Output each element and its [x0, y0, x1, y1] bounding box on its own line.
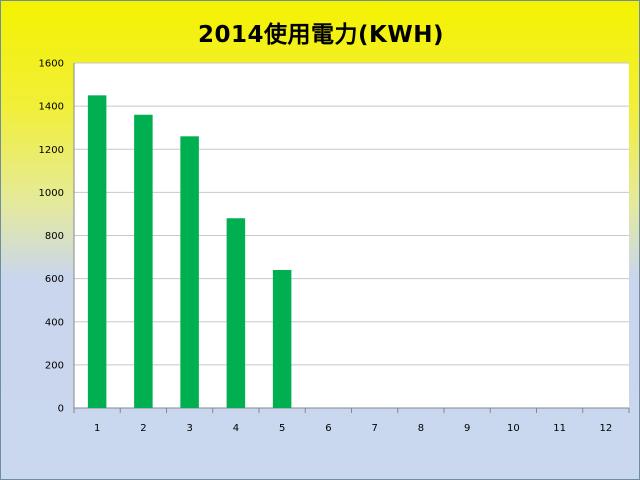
y-tick-label: 0 [58, 404, 64, 415]
x-tick-label: 12 [600, 423, 613, 434]
x-tick-label: 1 [94, 423, 100, 434]
chart-title: 2014使用電力(KWH) [198, 22, 444, 48]
bar-3 [180, 136, 199, 408]
x-tick-label: 6 [325, 423, 331, 434]
y-tick-label: 200 [45, 360, 64, 371]
bar-5 [272, 270, 292, 408]
x-tick-label: 8 [418, 423, 424, 434]
x-tick-label: 3 [186, 423, 192, 434]
x-tick-label: 11 [553, 423, 566, 434]
y-tick-label: 600 [45, 274, 64, 285]
x-tick-label: 9 [464, 423, 470, 434]
x-tick-label: 4 [233, 423, 239, 434]
x-tick-label: 10 [507, 423, 520, 434]
bar-2 [134, 114, 153, 408]
y-tick-label: 400 [45, 317, 64, 328]
y-tick-label: 800 [45, 231, 64, 242]
x-tick-label: 2 [140, 423, 146, 434]
bar-1 [87, 95, 107, 408]
y-tick-label: 1400 [39, 102, 64, 113]
x-tick-label: 7 [371, 423, 377, 434]
x-tick-label: 5 [279, 423, 285, 434]
y-tick-label: 1200 [39, 145, 64, 156]
y-tick-label: 1600 [39, 59, 64, 70]
y-tick-label: 1000 [39, 188, 64, 199]
bar-4 [226, 218, 246, 408]
